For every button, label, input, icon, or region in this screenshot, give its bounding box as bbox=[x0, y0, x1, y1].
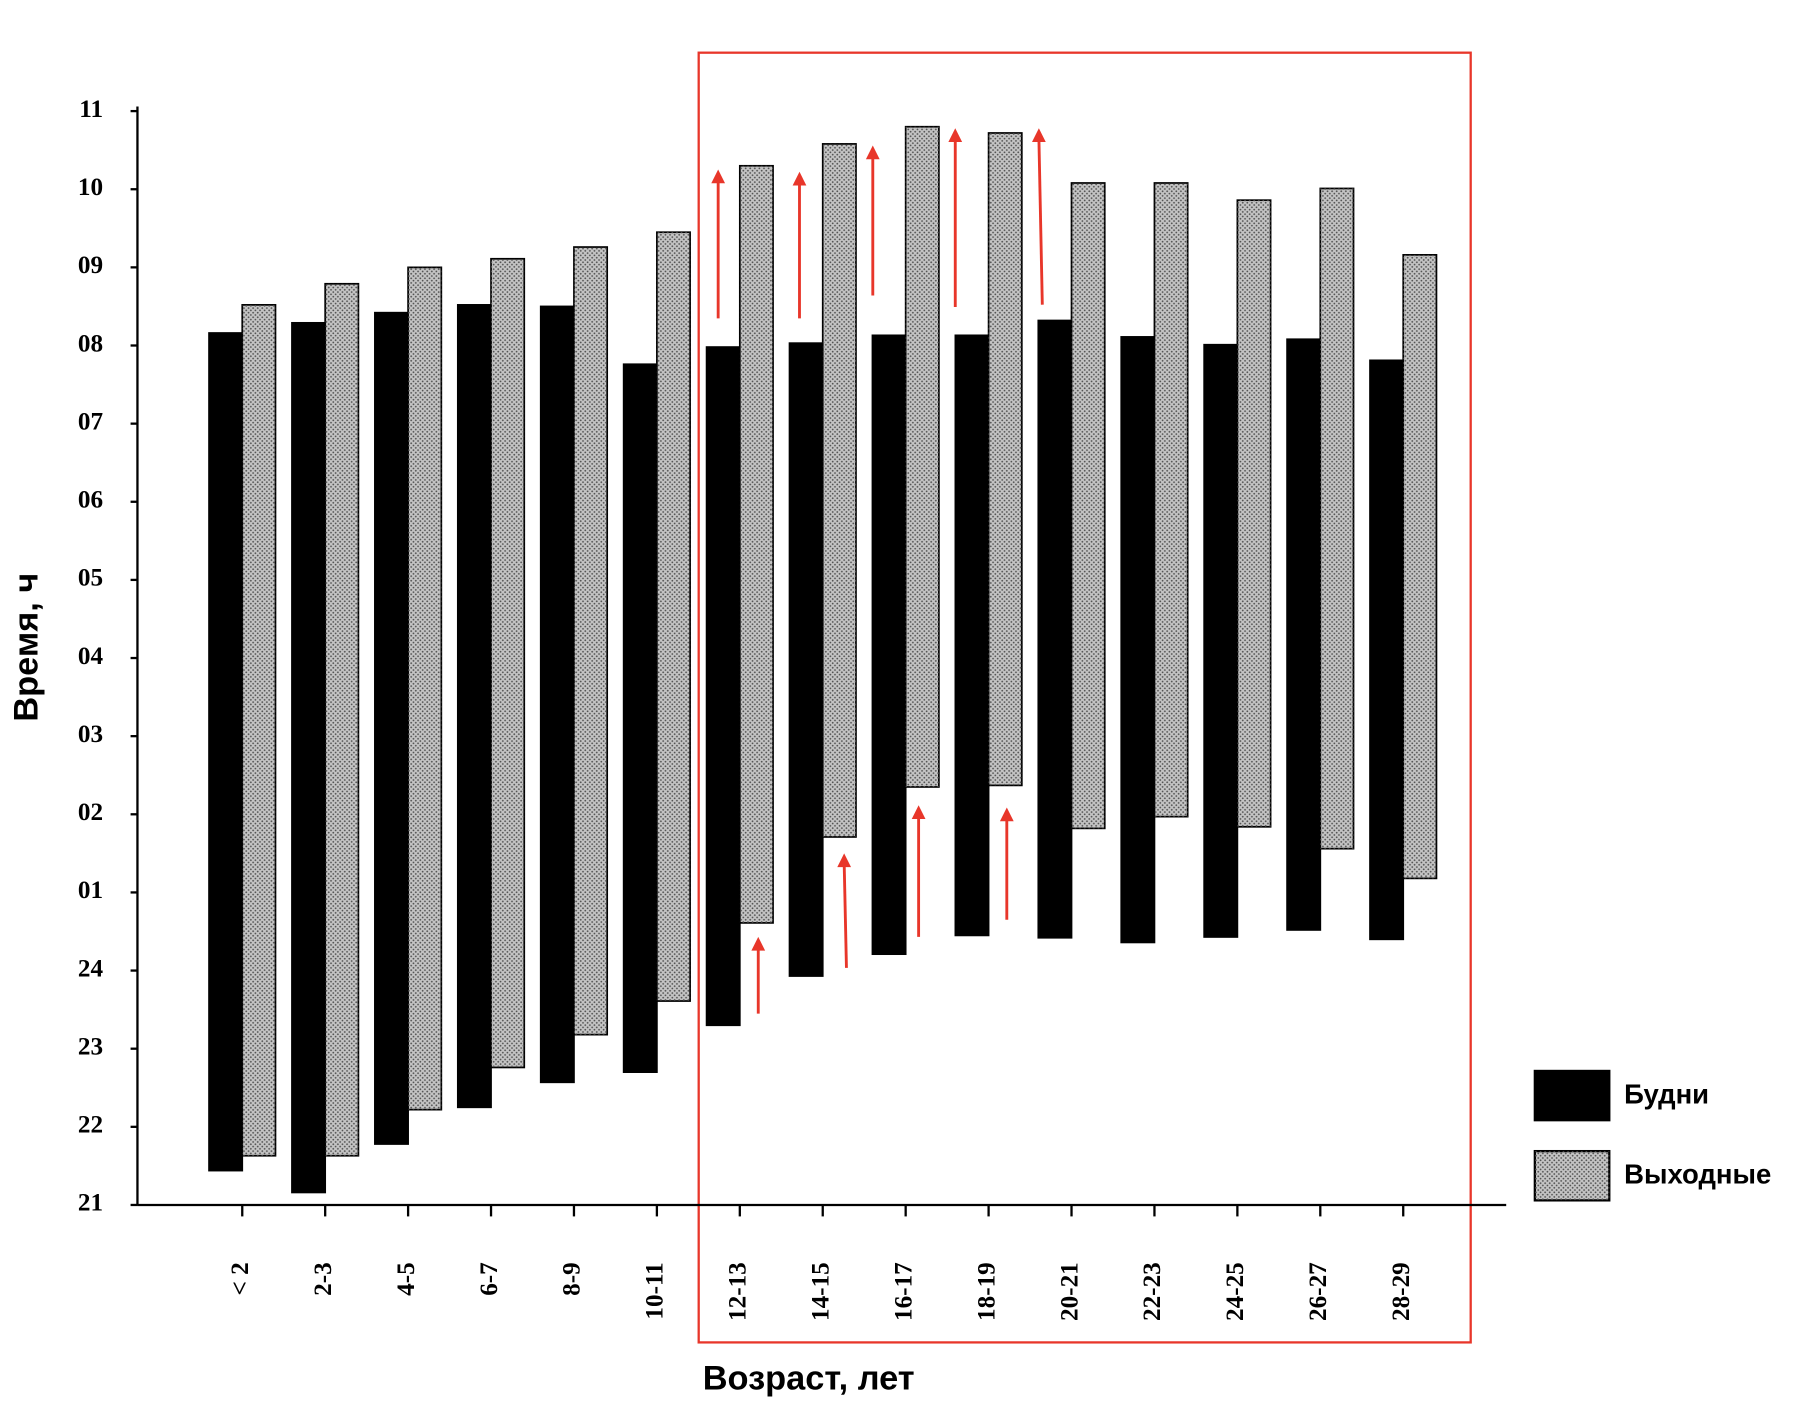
arrow-head bbox=[711, 169, 726, 184]
y-tick-label: 09 bbox=[78, 252, 103, 279]
y-tick-label: 22 bbox=[78, 1112, 103, 1139]
annotations bbox=[697, 51, 1472, 1344]
bar bbox=[1286, 338, 1322, 931]
bar bbox=[622, 363, 658, 1073]
bar bbox=[904, 125, 940, 788]
arrow-shaft bbox=[1037, 137, 1044, 305]
x-tick-label: 2-3 bbox=[310, 1262, 337, 1296]
y-tick-label: 03 bbox=[78, 721, 103, 748]
bar bbox=[374, 311, 409, 1145]
bar bbox=[1120, 336, 1156, 944]
bar bbox=[291, 321, 327, 1194]
legend-swatch bbox=[1533, 1069, 1611, 1122]
y-tick-label: 07 bbox=[78, 408, 103, 435]
x-tick-label: 10-11 bbox=[642, 1262, 669, 1319]
bar bbox=[871, 334, 907, 956]
y-tick-label: 02 bbox=[78, 799, 103, 826]
plot: Время, ч Возраст, лет 21 22 23 24 01 02 03 04 05… bbox=[8, 51, 1771, 1397]
y-tick-label: 06 bbox=[78, 487, 103, 514]
bar bbox=[954, 334, 990, 937]
y-tick-label: 11 bbox=[79, 96, 103, 123]
arrow-head bbox=[865, 145, 880, 160]
x-tick-label: 14-15 bbox=[808, 1262, 835, 1321]
arrow-head bbox=[751, 936, 766, 951]
y-tick-label: 10 bbox=[78, 174, 103, 201]
legend-label: Будни bbox=[1624, 1078, 1709, 1109]
bar bbox=[705, 346, 741, 1027]
y-tick-label: 08 bbox=[78, 330, 103, 357]
arrow-head bbox=[837, 853, 852, 868]
arrow-head bbox=[1032, 128, 1046, 143]
arrow-shaft bbox=[842, 862, 848, 968]
bar bbox=[1037, 319, 1073, 939]
x-tick-label: 16-17 bbox=[890, 1262, 917, 1321]
arrow-head bbox=[948, 128, 963, 143]
x-tick-label: 28-29 bbox=[1388, 1262, 1415, 1321]
x-tick-label: 26-27 bbox=[1305, 1262, 1332, 1321]
bar bbox=[987, 132, 1023, 787]
bar bbox=[539, 305, 575, 1084]
arrow-head bbox=[999, 807, 1014, 822]
x-tick-label: < 2 bbox=[227, 1262, 254, 1295]
bar bbox=[821, 143, 857, 838]
y-tick-label: 24 bbox=[78, 955, 104, 982]
x-tick-label: 4-5 bbox=[393, 1262, 420, 1296]
highlight-box bbox=[697, 51, 1472, 1344]
x-tick-label: 22-23 bbox=[1139, 1262, 1166, 1321]
x-tick-label: 6-7 bbox=[476, 1262, 503, 1296]
bar bbox=[1203, 343, 1239, 938]
bar bbox=[1402, 254, 1438, 880]
bar bbox=[1236, 199, 1272, 828]
bar bbox=[656, 231, 691, 1002]
bar bbox=[573, 246, 609, 1036]
y-tick-label: 21 bbox=[78, 1190, 103, 1217]
bar bbox=[788, 342, 824, 977]
y-tick-label: 01 bbox=[78, 877, 103, 904]
bar bbox=[407, 266, 443, 1111]
bar bbox=[738, 164, 774, 924]
x-tick-label: 24-25 bbox=[1222, 1262, 1249, 1321]
arrow-head bbox=[792, 171, 807, 186]
y-axis-title: Время, ч bbox=[8, 573, 46, 722]
bar bbox=[208, 332, 244, 1172]
x-tick-label: 12-13 bbox=[725, 1262, 752, 1321]
x-tick-label: 20-21 bbox=[1056, 1262, 1083, 1321]
bar bbox=[1153, 182, 1189, 818]
arrow-head bbox=[911, 805, 926, 819]
bar bbox=[456, 304, 492, 1109]
bar bbox=[1319, 187, 1355, 850]
bar bbox=[1369, 359, 1405, 941]
y-tick-label: 04 bbox=[78, 643, 104, 670]
legend-texture bbox=[1534, 1151, 1610, 1201]
bar bbox=[1070, 182, 1106, 830]
bar bbox=[324, 282, 360, 1157]
x-tick-label: 8-9 bbox=[559, 1262, 586, 1296]
x-axis-title: Возраст, лет bbox=[703, 1359, 915, 1397]
y-tick-label: 05 bbox=[78, 565, 103, 592]
x-tick-label: 18-19 bbox=[973, 1262, 1000, 1321]
bar bbox=[241, 304, 277, 1157]
y-tick-label: 23 bbox=[78, 1033, 103, 1060]
legend-label: Выходные bbox=[1624, 1159, 1771, 1190]
bar bbox=[490, 257, 526, 1069]
